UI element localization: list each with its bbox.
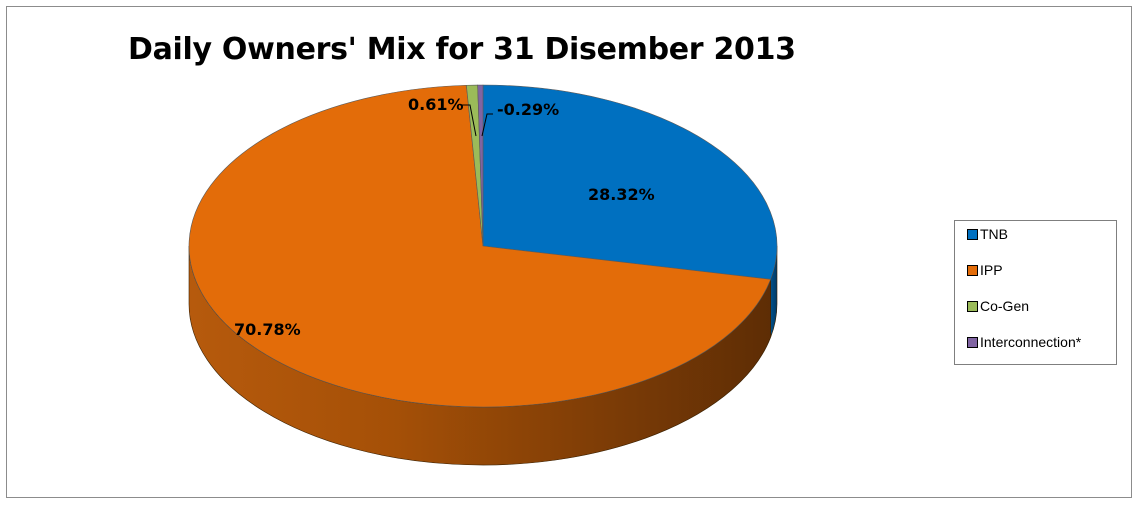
legend: TNB IPP Co-Gen Interconnection*: [954, 220, 1117, 365]
pie-slice-tnb: [482, 84, 778, 280]
legend-item-ipp: IPP: [967, 261, 1003, 279]
chart-title: Daily Owners' Mix for 31 Disember 2013: [128, 32, 796, 67]
legend-swatch-ipp: [967, 264, 978, 276]
legend-label-tnb: TNB: [980, 226, 1008, 242]
leader-line-co-gen: [460, 104, 477, 137]
data-label-co-gen: 0.61%: [408, 95, 464, 114]
leader-line-interconnection: [481, 113, 493, 137]
legend-label-interconnection: Interconnection*: [980, 334, 1082, 350]
legend-label-ipp: IPP: [980, 262, 1003, 278]
pie-slice-interconnection: [477, 84, 484, 247]
legend-swatch-co-gen: [967, 300, 978, 312]
legend-swatch-tnb: [967, 228, 978, 240]
legend-item-tnb: TNB: [967, 225, 1008, 243]
data-label-ipp: 70.78%: [234, 320, 301, 339]
data-label-interconnection: -0.29%: [497, 100, 559, 119]
pie-slice-ipp: [188, 84, 772, 408]
legend-swatch-interconnection: [967, 336, 978, 348]
legend-item-interconnection: Interconnection*: [967, 333, 1081, 351]
data-label-tnb: 28.32%: [588, 185, 655, 204]
legend-item-co-gen: Co-Gen: [967, 297, 1029, 315]
legend-label-co-gen: Co-Gen: [980, 298, 1030, 314]
